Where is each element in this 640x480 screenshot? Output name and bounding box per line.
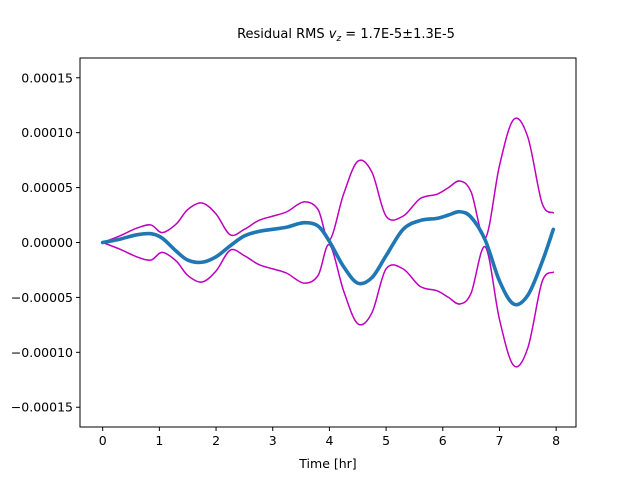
plot-area <box>79 57 577 428</box>
x-tick-label: 8 <box>552 433 560 448</box>
x-tick-label: 6 <box>439 433 447 448</box>
y-tick-label: 0.00015 <box>21 70 73 85</box>
y-tick-label: 0.00010 <box>21 125 73 140</box>
x-tick-label: 5 <box>382 433 390 448</box>
x-axis: 0 1 2 3 4 5 6 7 8 <box>99 427 560 448</box>
y-tick-label: −0.00005 <box>11 290 73 305</box>
title-subscript: z <box>335 34 341 44</box>
residual-series-line <box>100 209 556 307</box>
y-tick-label: 0.00005 <box>21 180 73 195</box>
title-variable: v <box>329 27 337 42</box>
series-group <box>100 117 556 368</box>
x-tick-label: 0 <box>99 433 107 448</box>
y-axis: −0.00015 −0.00010 −0.00005 0.00000 0.00005 0.… <box>11 70 80 415</box>
title-suffix: = 1.7E-5±1.3E-5 <box>341 27 455 42</box>
title-prefix: Residual RMS <box>237 27 329 42</box>
y-tick-label: 0.00000 <box>21 235 73 250</box>
chart-title: Residual RMS vz = 1.7E-5±1.3E-5 <box>237 27 455 44</box>
x-tick-label: 1 <box>155 433 163 448</box>
x-tick-label: 4 <box>325 433 333 448</box>
y-tick-label: −0.00010 <box>11 345 73 360</box>
x-tick-label: 2 <box>212 433 220 448</box>
x-axis-label: Time [hr] <box>298 456 356 471</box>
y-tick-label: −0.00015 <box>11 400 73 415</box>
x-tick-label: 7 <box>495 433 503 448</box>
x-tick-label: 3 <box>269 433 277 448</box>
